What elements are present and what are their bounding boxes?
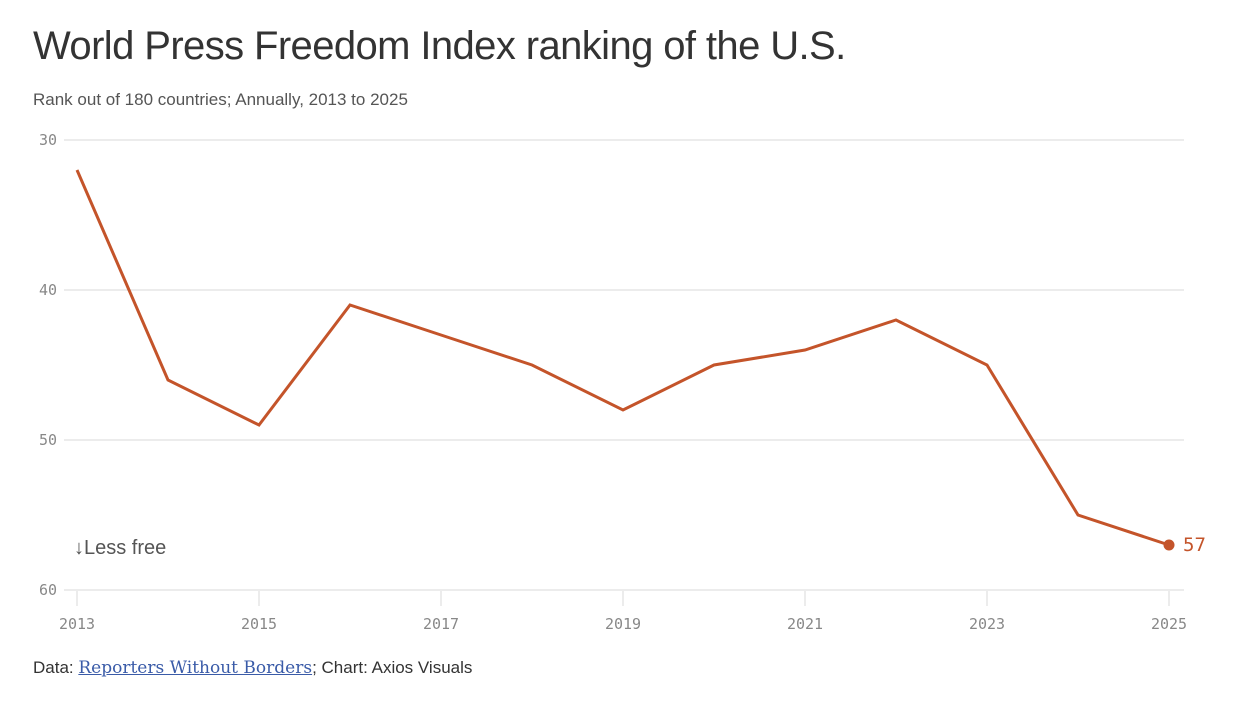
footer-suffix: ; Chart: Axios Visuals bbox=[312, 658, 473, 677]
x-tick-label-2015: 2015 bbox=[241, 615, 277, 633]
series-layer: 57 bbox=[75, 169, 1206, 556]
series-line-0 bbox=[75, 169, 1170, 547]
source-link[interactable]: Reporters Without Borders bbox=[78, 658, 313, 678]
end-point-marker bbox=[1163, 539, 1175, 551]
x-tick-label-2019: 2019 bbox=[605, 615, 641, 633]
x-tick-label-2013: 2013 bbox=[59, 615, 95, 633]
chart-title: World Press Freedom Index ranking of the… bbox=[33, 24, 846, 68]
x-tick-label-2017: 2017 bbox=[423, 615, 459, 633]
chart-subtitle: Rank out of 180 countries; Annually, 201… bbox=[33, 90, 408, 109]
gridlines: 30 40 50 60 bbox=[39, 131, 1184, 599]
y-tick-label-50: 50 bbox=[39, 431, 57, 449]
y-tick-label-40: 40 bbox=[39, 281, 57, 299]
x-tick-label-2021: 2021 bbox=[787, 615, 823, 633]
x-tick-label-2023: 2023 bbox=[969, 615, 1005, 633]
y-tick-label-60: 60 bbox=[39, 581, 57, 599]
x-axis: 2013 2015 2017 2019 2021 2023 2025 bbox=[59, 591, 1187, 633]
less-free-annotation: ↓Less free bbox=[74, 537, 166, 559]
x-tick-label-2025: 2025 bbox=[1151, 615, 1187, 633]
chart-footer: Data: Reporters Without Borders; Chart: … bbox=[33, 658, 472, 678]
footer-data-prefix: Data: bbox=[33, 658, 79, 677]
end-value-label: 57 bbox=[1183, 534, 1206, 556]
y-tick-label-30: 30 bbox=[39, 131, 57, 149]
